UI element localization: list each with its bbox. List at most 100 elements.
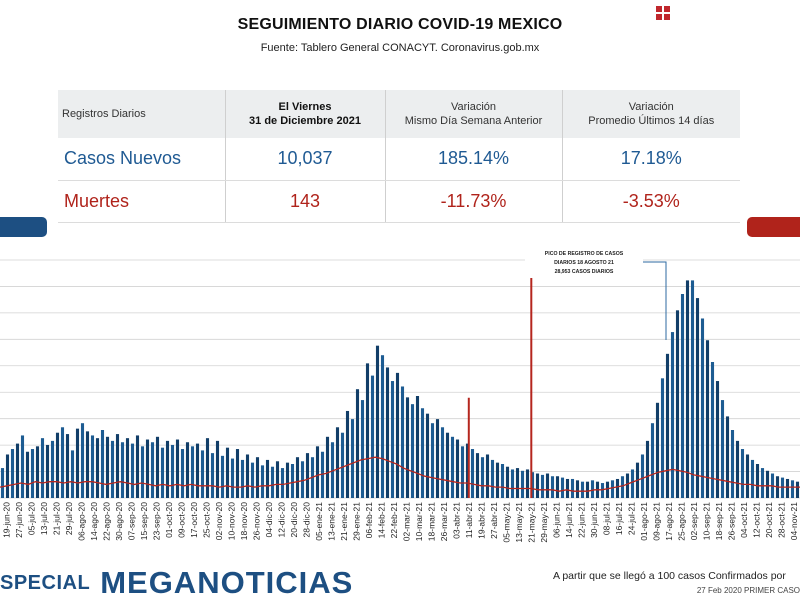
cases-bar [505,466,510,498]
x-tick-label: 18-mar-21 [426,502,436,541]
cases-bar [35,446,40,498]
cases-bar [325,436,330,498]
cases-bar [455,439,460,498]
cases-bar [545,473,550,498]
cases-bar [585,481,590,498]
x-tick-label: 21-jul-20 [51,502,61,535]
cases-bar [725,416,730,498]
cases-bar [95,438,100,498]
cases-bar [620,476,625,498]
cases-bar [80,423,85,498]
cases-bar [765,470,770,498]
cases-bar [15,443,20,498]
x-tick-label: 06-jun-21 [551,502,561,538]
cases-bar [85,431,90,498]
x-tick-label: 06-feb-21 [364,502,374,539]
x-tick-label: 14-feb-21 [376,502,386,539]
cases-bar [170,444,175,498]
cases-bar [460,446,465,498]
x-tick-label: 30-ago-20 [114,502,124,541]
casos-value: 10,037 [224,138,385,181]
cases-bar [570,478,575,498]
casos-label: Casos Nuevos [58,138,225,181]
cases-bar [430,423,435,498]
cases-bar [60,427,65,498]
x-tick-label: 14-jun-21 [564,502,574,538]
x-tick-label: 26-sep-21 [726,502,736,541]
cases-bar [560,477,565,498]
header-var-14d-line2: Promedio Últimos 14 días [588,115,715,127]
cases-bar [100,430,105,498]
x-tick-label: 21-may-21 [526,502,536,543]
cases-bar [405,397,410,498]
row-muertes: Muertes 143 -11.73% -3.53% [58,180,740,223]
chart-subtitle: Fuente: Tablero General CONACYT. Coronav… [260,42,540,54]
brand-logo: MEGANOTICIAS [100,565,354,600]
cases-bar [425,413,430,498]
header-date-line1: El Viernes [278,101,332,113]
cases-bar [780,477,785,498]
cases-bar [720,400,725,498]
cases-bar [685,280,690,498]
cases-bar [540,474,545,498]
cases-bar [520,470,525,498]
x-tick-label: 17-ago-21 [664,502,674,541]
x-tick-label: 11-abr-21 [464,502,474,538]
cases-bar [40,438,45,498]
cases-bar [645,440,650,498]
cases-bar [165,440,170,498]
x-tick-label: 18-nov-20 [239,502,249,541]
cases-bar [45,444,50,498]
cases-bar [515,468,520,498]
cases-bar [75,428,80,498]
cases-bar [305,453,310,498]
cases-color-tab [0,217,47,237]
cases-bar [145,439,150,498]
cases-bar [630,469,635,498]
peak-annotation: PICO DE REGISTRO DE CASOS DIARIOS 18 AGO… [525,246,667,340]
x-tick-label: 29-ene-21 [351,502,361,541]
cases-bar [20,435,25,498]
cases-bar [275,461,280,498]
header-registros: Registros Diarios [58,90,225,138]
x-tick-label: 20-dic-20 [289,502,299,538]
cases-bar [320,451,325,498]
x-tick-label: 19-jun-20 [1,502,11,538]
cases-bar [715,381,720,498]
x-tick-label: 26-nov-20 [251,502,261,541]
x-tick-label: 22-jun-21 [576,502,586,538]
cases-bar [500,464,505,498]
cases-bar [490,459,495,498]
cases-bar [155,436,160,498]
header-var-14d-line1: Variación [628,101,674,113]
cases-bar [25,451,30,498]
cases-bar [580,481,585,498]
cases-bar [240,459,245,498]
deaths-color-tab [747,217,800,237]
cases-bar [185,442,190,498]
cases-bar [110,440,115,498]
cases-bar [30,449,35,498]
muertes-label: Muertes [58,180,225,223]
x-tick-label: 01-oct-20 [164,502,174,538]
cases-bar [615,478,620,498]
cases-bar [465,443,470,498]
cases-bar [785,478,790,498]
cases-bar [225,447,230,498]
x-tick-label: 26-mar-21 [439,502,449,541]
annotation-line3: 28,953 CASOS DIARIOS [555,269,614,275]
cases-bar [450,436,455,498]
x-tick-label: 06-ago-20 [76,502,86,541]
header-date-line2: 31 de Diciembre 2021 [249,115,361,127]
cases-bar [330,442,335,498]
cases-bar [695,298,700,498]
x-tick-label: 25-oct-20 [201,502,211,538]
cases-bar [195,443,200,498]
cases-bar [125,438,130,498]
x-tick-label: 28-dic-20 [301,502,311,538]
cases-bar [90,435,95,498]
cases-bar [530,472,535,498]
x-tick-label: 13-jul-20 [39,502,49,535]
cases-bar [365,363,370,498]
cases-bar [260,465,265,498]
